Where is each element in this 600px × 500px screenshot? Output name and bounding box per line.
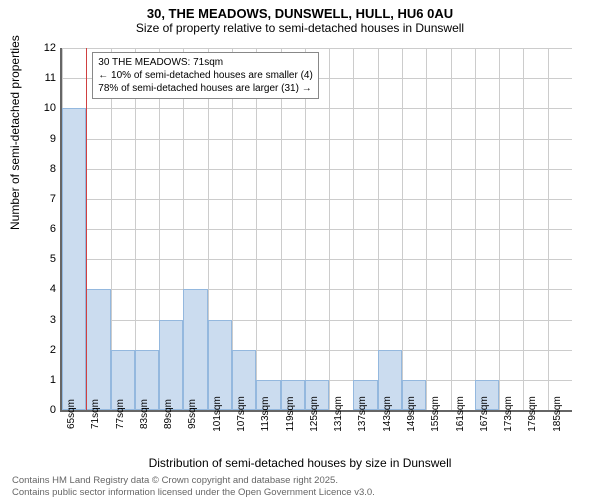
gridline-v — [499, 48, 500, 410]
x-tick-label: 71sqm — [90, 399, 101, 429]
y-tick-label: 9 — [50, 133, 56, 145]
y-tick-label: 8 — [50, 163, 56, 175]
x-tick-label: 161sqm — [455, 396, 466, 432]
chart-subtitle: Size of property relative to semi-detach… — [0, 21, 600, 35]
y-tick-label: 3 — [50, 314, 56, 326]
x-tick-label: 173sqm — [503, 396, 514, 432]
footer-line2: Contains public sector information licen… — [12, 487, 375, 498]
gridline-v — [451, 48, 452, 410]
gridline-v — [402, 48, 403, 410]
reference-line — [86, 48, 87, 410]
gridline-h — [62, 289, 572, 290]
x-tick-label: 77sqm — [115, 399, 126, 429]
y-tick-label: 0 — [50, 404, 56, 416]
plot-area: 012345678910111265sqm71sqm77sqm83sqm89sq… — [60, 48, 572, 412]
gridline-v — [548, 48, 549, 410]
x-tick-label: 107sqm — [236, 396, 247, 432]
y-tick-label: 10 — [44, 102, 56, 114]
y-axis-label: Number of semi-detached properties — [8, 35, 22, 230]
gridline-v — [523, 48, 524, 410]
gridline-h — [62, 259, 572, 260]
y-tick-label: 5 — [50, 253, 56, 265]
x-tick-label: 83sqm — [139, 399, 150, 429]
x-tick-label: 65sqm — [66, 399, 77, 429]
x-tick-label: 149sqm — [406, 396, 417, 432]
x-tick-label: 143sqm — [382, 396, 393, 432]
gridline-v — [329, 48, 330, 410]
chart-title: 30, THE MEADOWS, DUNSWELL, HULL, HU6 0AU — [0, 0, 600, 21]
gridline-v — [281, 48, 282, 410]
x-tick-label: 179sqm — [527, 396, 538, 432]
annotation-line: 78% of semi-detached houses are larger (… — [98, 82, 313, 95]
gridline-v — [475, 48, 476, 410]
gridline-h — [62, 139, 572, 140]
y-tick-label: 6 — [50, 223, 56, 235]
gridline-v — [256, 48, 257, 410]
footer-line1: Contains HM Land Registry data © Crown c… — [12, 475, 375, 486]
gridline-h — [62, 229, 572, 230]
annotation-box: 30 THE MEADOWS: 71sqm← 10% of semi-detac… — [92, 52, 319, 99]
x-axis-label: Distribution of semi-detached houses by … — [0, 456, 600, 470]
histogram-bar — [159, 320, 183, 411]
x-tick-label: 167sqm — [479, 396, 490, 432]
y-tick-label: 4 — [50, 283, 56, 295]
x-tick-label: 95sqm — [187, 399, 198, 429]
annotation-line: 30 THE MEADOWS: 71sqm — [98, 56, 313, 69]
y-tick-label: 11 — [45, 72, 56, 84]
gridline-h — [62, 320, 572, 321]
chart-container: 30, THE MEADOWS, DUNSWELL, HULL, HU6 0AU… — [0, 0, 600, 500]
footer: Contains HM Land Registry data © Crown c… — [12, 475, 375, 498]
y-tick-label: 7 — [50, 193, 56, 205]
y-tick-label: 1 — [50, 374, 56, 386]
x-tick-label: 137sqm — [357, 396, 368, 432]
x-tick-label: 113sqm — [260, 397, 271, 432]
histogram-bar — [183, 289, 207, 410]
y-tick-label: 2 — [50, 344, 56, 356]
x-tick-label: 185sqm — [552, 396, 563, 432]
y-tick-label: 12 — [44, 42, 56, 54]
x-tick-label: 89sqm — [163, 399, 174, 429]
gridline-h — [62, 199, 572, 200]
gridline-h — [62, 169, 572, 170]
x-tick-label: 155sqm — [430, 396, 441, 432]
x-tick-label: 101sqm — [212, 396, 223, 432]
x-tick-label: 131sqm — [333, 396, 344, 432]
x-tick-label: 119sqm — [285, 397, 296, 432]
gridline-v — [305, 48, 306, 410]
gridline-h — [62, 108, 572, 109]
histogram-bar — [86, 289, 110, 410]
gridline-h — [62, 48, 572, 49]
annotation-line: ← 10% of semi-detached houses are smalle… — [98, 69, 313, 82]
x-tick-label: 125sqm — [309, 396, 320, 432]
gridline-v — [353, 48, 354, 410]
histogram-bar — [62, 108, 86, 410]
gridline-v — [426, 48, 427, 410]
